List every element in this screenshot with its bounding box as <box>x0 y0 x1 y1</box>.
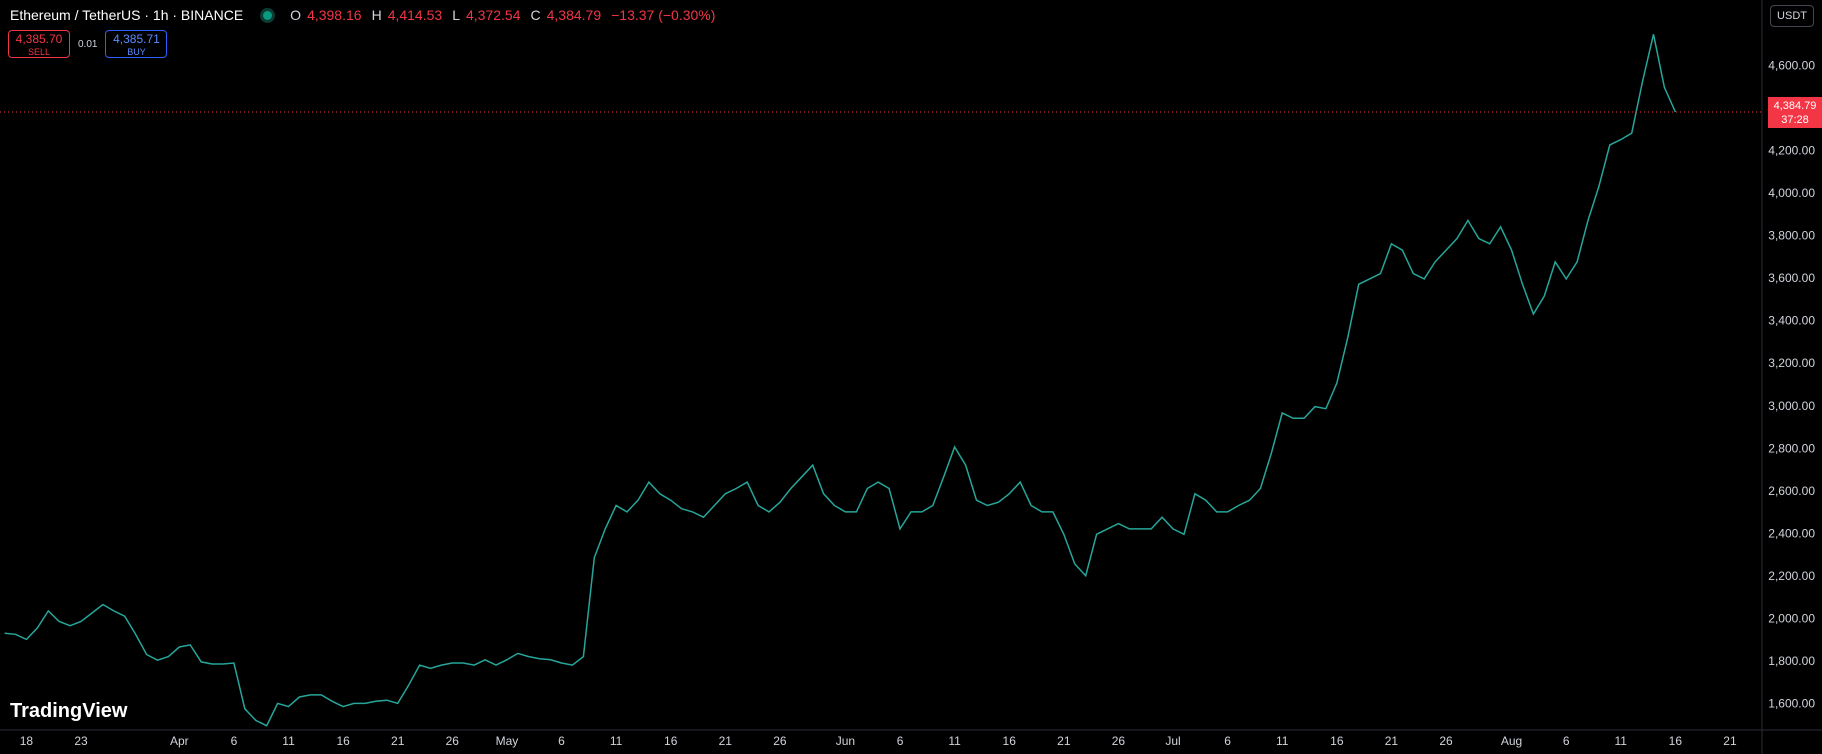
x-tick-label: 16 <box>336 734 350 748</box>
x-tick-label: Jul <box>1165 734 1180 748</box>
y-tick-label: 4,600.00 <box>1768 58 1815 72</box>
logo: TradingView <box>10 700 128 722</box>
ohlc-key: L <box>452 7 460 23</box>
x-tick-label: 11 <box>1615 734 1628 748</box>
change: −13.37 (−0.30%) <box>611 7 716 23</box>
y-tick-label: 3,600.00 <box>1768 271 1815 285</box>
x-tick-label: 23 <box>74 734 88 748</box>
header: Ethereum / TetherUS · 1h · BINANCE O 4,39… <box>10 7 719 23</box>
x-tick-label: 11 <box>948 734 961 748</box>
x-tick-label: 16 <box>664 734 678 748</box>
x-tick-label: 16 <box>1669 734 1683 748</box>
x-tick-label: 21 <box>391 734 405 748</box>
buy-price: 4,385.71 <box>113 32 160 46</box>
ohlc-key: H <box>371 7 382 23</box>
symbol[interactable]: Ethereum / TetherUS · 1h · BINANCE <box>10 7 244 23</box>
y-tick-label: 2,400.00 <box>1768 526 1815 540</box>
sell-price: 4,385.70 <box>15 32 63 46</box>
buy-button[interactable]: 4,385.71 BUY <box>105 30 168 58</box>
ohlc-value: 4,384.79 <box>546 7 602 23</box>
y-tick-label: 3,400.00 <box>1768 314 1815 328</box>
x-tick-label: 21 <box>719 734 733 748</box>
x-tick-label: Aug <box>1501 734 1522 748</box>
x-tick-label: 6 <box>1224 734 1231 748</box>
y-tick-label: 3,800.00 <box>1768 229 1815 243</box>
x-tick-label: 11 <box>610 734 623 748</box>
x-tick-label: 18 <box>20 734 34 748</box>
x-tick-label: 16 <box>1330 734 1344 748</box>
price-tag: 4,384.79 37:28 <box>1768 96 1822 128</box>
x-tick-label: 6 <box>231 734 238 748</box>
x-tick-label: Apr <box>170 734 189 748</box>
price-line <box>4 34 1677 727</box>
x-tick-label: 21 <box>1057 734 1071 748</box>
ohlc-value: 4,372.54 <box>465 7 521 23</box>
price-tag-price: 4,384.79 <box>1773 99 1817 112</box>
x-tick-label: 6 <box>1563 734 1570 748</box>
x-tick-label: 16 <box>1003 734 1017 748</box>
x-tick-label: May <box>496 734 519 748</box>
y-tick-label: 2,200.00 <box>1768 569 1815 583</box>
sell-button[interactable]: 4,385.70 SELL <box>8 30 70 58</box>
y-tick-label: 1,600.00 <box>1768 697 1815 711</box>
buy-label: BUY <box>127 47 146 57</box>
y-tick-label: 2,600.00 <box>1768 484 1815 498</box>
y-tick-label: 2,000.00 <box>1768 612 1815 626</box>
ohlc-key: O <box>290 7 302 23</box>
x-tick-label: Jun <box>836 734 855 748</box>
x-tick-label: 11 <box>282 734 295 748</box>
y-tick-label: 4,000.00 <box>1768 186 1815 200</box>
ohlc-value: 4,398.16 <box>307 7 362 23</box>
x-tick-label: 26 <box>773 734 787 748</box>
x-tick-label: 26 <box>1439 734 1453 748</box>
spread: 0.01 <box>78 38 98 50</box>
ohlc-key: C <box>530 7 541 23</box>
x-tick-label: 11 <box>1276 734 1289 748</box>
y-tick-label: 3,200.00 <box>1768 356 1815 370</box>
x-tick-label: 6 <box>558 734 565 748</box>
y-tick-label: 4,200.00 <box>1768 143 1815 157</box>
trade-panel: 4,385.70 SELL 0.01 4,385.71 BUY <box>8 30 168 58</box>
status-dot <box>263 10 273 20</box>
sell-label: SELL <box>27 47 51 57</box>
x-tick-label: 21 <box>1723 734 1737 748</box>
y-tick-label: 3,000.00 <box>1768 399 1815 413</box>
y-tick-label: 2,800.00 <box>1768 441 1815 455</box>
currency-button[interactable]: USDT <box>1770 5 1814 27</box>
y-tick-label: 1,800.00 <box>1768 654 1815 668</box>
price-tag-countdown: 37:28 <box>1781 113 1809 126</box>
x-tick-label: 26 <box>1112 734 1126 748</box>
x-tick-label: 6 <box>897 734 904 748</box>
ohlc-value: 4,414.53 <box>387 7 443 23</box>
x-tick-label: 21 <box>1385 734 1399 748</box>
x-tick-label: 26 <box>446 734 460 748</box>
